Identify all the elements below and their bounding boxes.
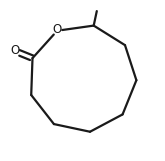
Text: O: O xyxy=(52,23,61,36)
Text: O: O xyxy=(10,44,19,57)
